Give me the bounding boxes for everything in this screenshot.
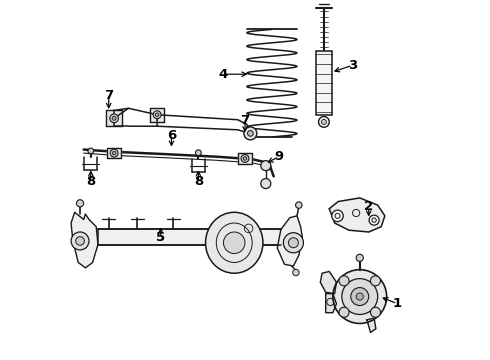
Text: 3: 3 [348,59,357,72]
Circle shape [370,307,381,317]
FancyBboxPatch shape [316,51,332,116]
Text: 7: 7 [104,89,113,102]
Circle shape [196,150,201,156]
Circle shape [321,120,326,125]
Polygon shape [320,271,337,294]
Circle shape [369,215,379,225]
Circle shape [339,276,349,286]
Polygon shape [367,318,376,332]
Bar [98,229,281,245]
Polygon shape [326,294,337,313]
Circle shape [356,254,364,261]
Polygon shape [150,108,164,122]
Circle shape [243,157,247,160]
Text: 5: 5 [156,231,165,244]
Circle shape [289,238,298,248]
Circle shape [342,279,378,315]
Circle shape [110,149,118,157]
Circle shape [295,202,302,208]
Circle shape [110,114,119,123]
Circle shape [332,210,343,222]
Polygon shape [329,198,385,232]
Circle shape [112,116,116,120]
Text: 7: 7 [241,114,249,127]
Polygon shape [71,212,98,268]
Circle shape [356,293,364,300]
Circle shape [339,307,349,317]
Circle shape [333,270,387,323]
Circle shape [351,288,368,306]
Text: 8: 8 [194,175,203,188]
Circle shape [247,131,253,136]
Circle shape [223,232,245,253]
Circle shape [155,113,159,117]
Polygon shape [106,111,122,126]
Circle shape [293,269,299,276]
Circle shape [261,161,271,171]
Polygon shape [107,148,122,158]
Circle shape [261,179,271,189]
Circle shape [112,151,116,155]
Text: 9: 9 [274,150,284,163]
Circle shape [370,276,381,286]
Text: 8: 8 [86,175,96,188]
Ellipse shape [205,212,263,273]
Circle shape [283,233,303,253]
Polygon shape [238,153,252,163]
Circle shape [76,237,84,245]
Circle shape [318,117,329,127]
Circle shape [71,232,89,250]
Circle shape [76,200,84,207]
Circle shape [153,111,161,119]
Text: 4: 4 [219,68,228,81]
Circle shape [244,127,257,140]
Text: 2: 2 [364,201,373,213]
Text: 1: 1 [393,297,402,310]
Circle shape [88,148,94,154]
Text: 6: 6 [167,129,176,142]
Circle shape [241,154,249,162]
Polygon shape [277,216,302,266]
